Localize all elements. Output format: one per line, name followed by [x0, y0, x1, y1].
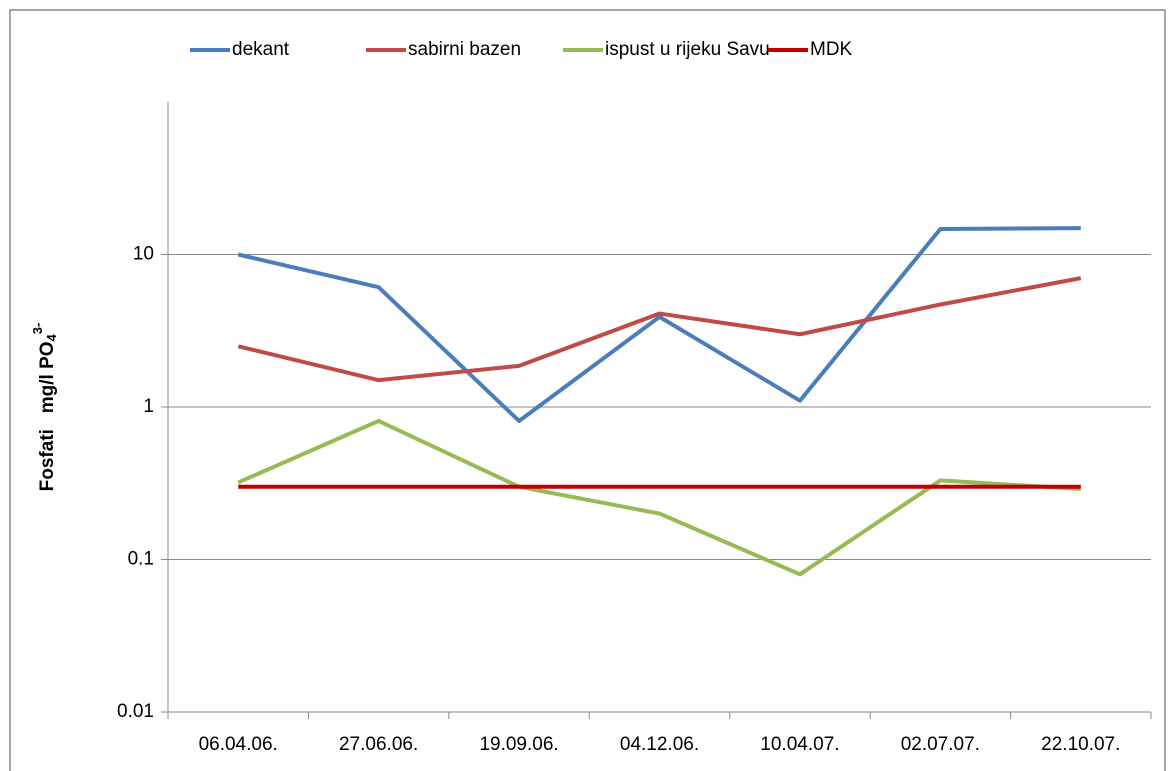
series-line — [237, 276, 1082, 383]
y-label-text: Fosfati mg/l PO — [37, 341, 58, 491]
x-tick-label: 19.09.06. — [479, 734, 558, 755]
x-tick-label: 04.12.06. — [620, 734, 699, 755]
legend-label: sabirni bazen — [408, 39, 521, 60]
y-tick-label: 1 — [143, 396, 154, 417]
x-tick-label: 10.04.07. — [760, 734, 839, 755]
x-tick-label: 22.10.07. — [1041, 734, 1120, 755]
x-tick-label: 27.06.06. — [339, 734, 418, 755]
legend-label: dekant — [232, 39, 290, 60]
chart-frame — [9, 9, 1166, 771]
y-axis-label: Fosfati mg/l PO43- — [30, 323, 59, 492]
series-line — [237, 418, 1081, 577]
x-tick-label: 06.04.06. — [199, 734, 278, 755]
legend-label: MDK — [810, 39, 853, 60]
series-line — [237, 226, 1081, 423]
x-tick-label: 02.07.07. — [901, 734, 980, 755]
y-tick-label: 10 — [133, 244, 154, 265]
y-label-sub: 4 — [44, 333, 59, 341]
y-tick-label: 0.1 — [128, 549, 154, 570]
y-label-sup: 3- — [30, 323, 45, 335]
y-tick-label: 0.01 — [117, 701, 154, 722]
legend-label: ispust u rijeku Savu — [605, 39, 770, 60]
